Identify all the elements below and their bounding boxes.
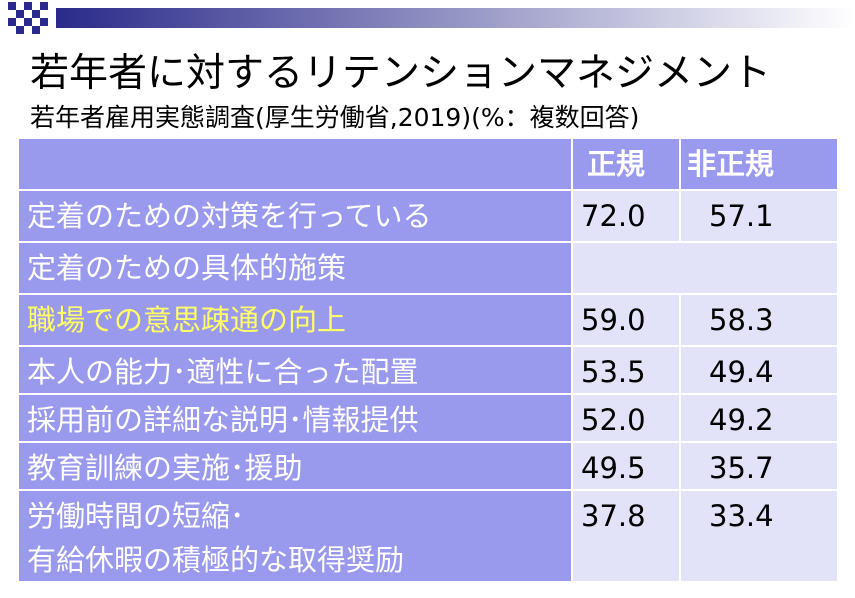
value-cell: 53.5: [572, 346, 680, 394]
label-line: 定着のための具体的施策: [27, 251, 347, 285]
label-line: 採用前の詳細な説明･情報提供: [27, 403, 419, 437]
value-cell: 49.5: [572, 442, 680, 490]
row-label: 労働時間の短縮･ 有給休暇の積極的な取得奨励: [18, 490, 572, 582]
row-label: 採用前の詳細な説明･情報提供: [18, 394, 572, 442]
row-label: 職場での意思疎通の向上: [18, 294, 572, 346]
column-header: 非正規: [680, 138, 838, 190]
value-cell: 72.0: [572, 190, 680, 242]
row-label: 本人の能力･適性に合った配置: [18, 346, 572, 394]
value-cell: 33.4: [680, 490, 838, 582]
empty-cell: [572, 242, 838, 294]
value-cell: 49.2: [680, 394, 838, 442]
value-cell: 58.3: [680, 294, 838, 346]
row-label: 定着のための対策を行っている: [18, 190, 572, 242]
value-cell: 37.8: [572, 490, 680, 582]
label-line: 本人の能力･適性に合った配置: [27, 355, 419, 389]
label-line: 有給休暇の積極的な取得奨励: [27, 543, 405, 577]
label-line: 定着のための対策を行っている: [27, 199, 432, 233]
row-label: 定着のための具体的施策: [18, 242, 572, 294]
value-cell: 52.0: [572, 394, 680, 442]
label-line: 職場での意思疎通の向上: [27, 303, 347, 337]
header-cell: [18, 138, 572, 190]
subtitle: 若年者雇用実態調査(厚生労働省,2019)(%：複数回答): [30, 103, 640, 132]
row-label: 教育訓練の実施･援助: [18, 442, 572, 490]
decoration: [8, 2, 855, 34]
column-header: 正規: [572, 138, 680, 190]
value-cell: 49.4: [680, 346, 838, 394]
value-cell: 59.0: [572, 294, 680, 346]
title: 若年者に対するリテンションマネジメント: [30, 51, 772, 96]
label-line: 労働時間の短縮･: [27, 499, 245, 533]
label-line: 教育訓練の実施･援助: [27, 451, 303, 485]
value-cell: 35.7: [680, 442, 838, 490]
value-cell: 57.1: [680, 190, 838, 242]
